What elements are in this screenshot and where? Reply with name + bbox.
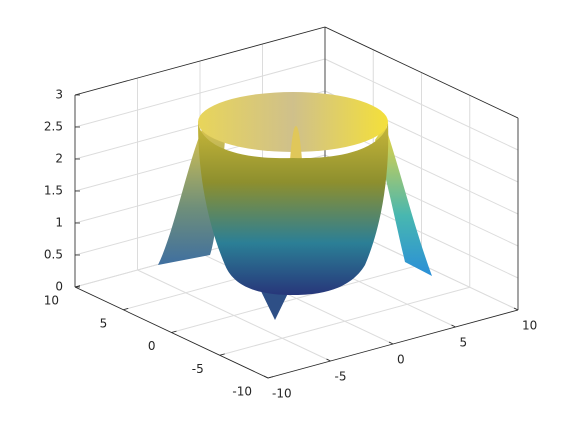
grid-line (171, 264, 422, 333)
surface-bowl (198, 122, 389, 295)
x-tick (451, 324, 456, 328)
grid-line (219, 286, 470, 356)
surface-peak (290, 126, 302, 160)
y-tick (171, 330, 177, 333)
surface (158, 92, 432, 320)
x-tick (513, 307, 519, 311)
z-tick-label: 1.5 (44, 184, 63, 198)
surface-wing-right (375, 125, 432, 276)
y-tick (123, 307, 129, 311)
x-tick (388, 341, 394, 345)
x-tick (326, 358, 331, 362)
y-tick-label: -10 (232, 385, 252, 399)
z-tick-label: 2.5 (44, 120, 63, 134)
x-tick-label: 10 (522, 319, 537, 333)
y-tick-label: 10 (44, 294, 59, 308)
x-tick (263, 375, 269, 379)
z-tick-label: 2 (55, 152, 63, 166)
x-tick-label: 5 (460, 336, 468, 350)
y-tick (74, 285, 81, 288)
z-tick-label: 3 (55, 88, 63, 102)
z-tick-label: 1 (55, 216, 63, 230)
surface-inner (198, 92, 388, 152)
axis-edge (74, 26, 326, 96)
y-tick-label: 0 (148, 339, 156, 353)
y-tick (267, 376, 274, 379)
y-tick (219, 353, 225, 356)
z-tick-label: 0 (55, 280, 63, 294)
z-tick-label: 0.5 (44, 248, 63, 262)
x-tick-label: -10 (272, 387, 292, 401)
axis-edge (324, 26, 519, 119)
y-tick-label: 5 (100, 316, 108, 330)
x-tick-label: 0 (397, 353, 405, 367)
x-tick-label: -5 (335, 370, 347, 384)
y-tick-label: -5 (192, 362, 204, 376)
